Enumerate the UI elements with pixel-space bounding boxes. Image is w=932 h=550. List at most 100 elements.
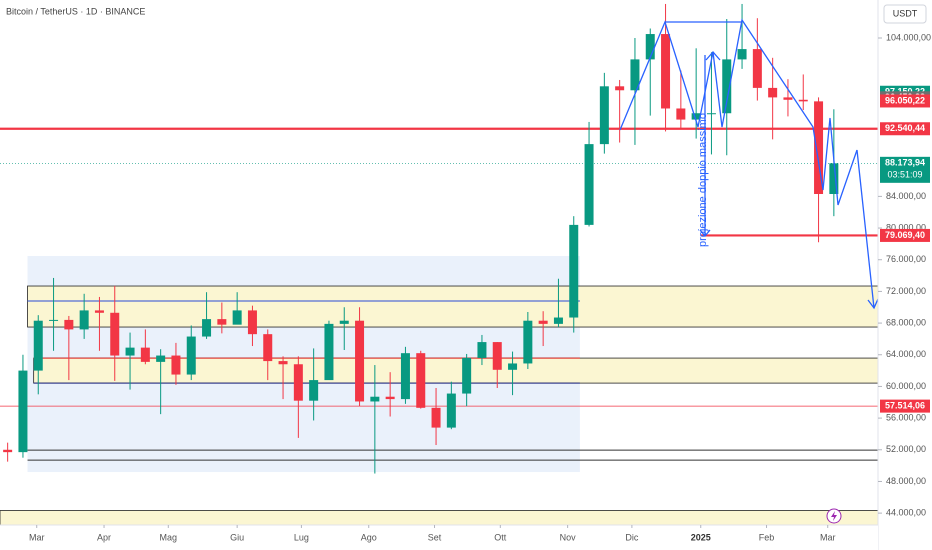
x-tick-label: Lug: [294, 532, 309, 542]
candle-body: [202, 319, 212, 337]
x-tick-label: Apr: [97, 532, 111, 542]
candle-body: [416, 353, 426, 408]
pattern-arrow: [856, 149, 875, 309]
candle-body: [186, 336, 196, 375]
candle-body: [829, 163, 839, 195]
candle-body: [110, 312, 120, 356]
x-tick-label: 2025: [691, 532, 711, 542]
y-tick-label: 80.000,00: [886, 222, 926, 232]
candle-body: [737, 49, 747, 60]
candle-body: [171, 355, 181, 375]
candle-body: [278, 361, 288, 365]
candle-body: [33, 320, 43, 371]
candle-body: [553, 317, 563, 324]
candle-body: [599, 86, 609, 145]
event-icon-bolt: [831, 511, 837, 521]
candle-body: [400, 353, 410, 400]
candle-body: [645, 34, 655, 60]
candle-body: [722, 59, 732, 114]
candles: [3, 3, 839, 474]
price-label: 79.069,40: [885, 230, 925, 240]
candle-body: [768, 87, 778, 98]
candle-body: [508, 363, 518, 370]
candle-body: [370, 396, 380, 402]
price-label-bg: [880, 122, 930, 136]
candle-body: [630, 59, 640, 91]
arrow-head: [867, 298, 879, 310]
x-tick-label: Ott: [494, 532, 507, 542]
candle-body: [232, 310, 242, 325]
annotation: projezione doppio massimo: [697, 113, 709, 247]
candle-body: [293, 364, 303, 401]
y-tick-label: 68.000,00: [886, 317, 926, 327]
candle-body: [125, 347, 135, 356]
price-label: 92.540,44: [885, 123, 925, 133]
candle-body: [339, 320, 349, 324]
pattern-line: [619, 18, 858, 206]
candle-body: [783, 97, 793, 100]
candle-body: [3, 449, 13, 453]
zone: [0, 510, 879, 526]
candle-body: [477, 342, 487, 358]
candle-body: [569, 224, 579, 318]
x-tick-label: Giu: [230, 532, 244, 542]
zone: [27, 285, 879, 328]
y-tick-label: 64.000,00: [886, 349, 926, 359]
x-tick-label: Mag: [160, 532, 178, 542]
candle-body: [798, 99, 808, 102]
y-tick-label: 52.000,00: [886, 444, 926, 454]
x-tick-label: Mar: [29, 532, 45, 542]
candle-body: [814, 101, 824, 195]
lines: [0, 127, 878, 461]
candle-body: [79, 310, 89, 330]
price-label: 57.514,06: [885, 400, 925, 410]
candle-body: [676, 108, 686, 120]
arrow-head: [705, 51, 721, 61]
x-tick-label: Feb: [759, 532, 775, 542]
time-axis: [0, 525, 878, 550]
price-label-bg: [880, 228, 930, 242]
candle-body: [309, 380, 319, 401]
candle-body: [156, 355, 166, 362]
x-tick-label: Ago: [361, 532, 377, 542]
price-label-bg: [880, 156, 930, 183]
y-tick-label: 76.000,00: [886, 254, 926, 264]
y-tick-label: 44.000,00: [886, 507, 926, 517]
candle-body: [523, 320, 533, 364]
candle-body: [18, 370, 28, 453]
arrow-head: [699, 229, 711, 238]
zones: [0, 256, 879, 526]
price-label-bg: [880, 399, 930, 413]
candle-body: [431, 407, 441, 428]
candle-body: [217, 319, 227, 325]
x-tick-label: Set: [428, 532, 442, 542]
y-tick-label: 60.000,00: [886, 381, 926, 391]
x-tick-label: Dic: [625, 532, 638, 542]
candle-body: [706, 113, 716, 115]
price-axis: [878, 0, 932, 550]
currency[interactable]: USDT: [893, 8, 918, 18]
price-label: 88.173,94: [885, 158, 925, 168]
candle-body: [247, 310, 257, 335]
currency-button[interactable]: [883, 4, 927, 24]
candle-body: [94, 310, 104, 313]
candle-body: [462, 357, 472, 394]
candle-body: [538, 320, 548, 324]
axis-labels: 104.000,00 84.000,00 80.000,00 76.000,00 72.…: [29, 32, 931, 542]
countdown: 03:51:09: [887, 170, 922, 180]
price-label-bg: [880, 94, 930, 108]
y-tick-label: 72.000,00: [886, 286, 926, 296]
chart-title: Bitcoin / TetherUS · 1D · BINANCE: [6, 6, 145, 16]
candle-body: [615, 86, 625, 91]
candle-body: [446, 393, 456, 428]
candle-body: [492, 342, 502, 370]
y-tick-label: 56.000,00: [886, 412, 926, 422]
candle-body: [140, 347, 150, 362]
y-tick-label: 84.000,00: [886, 191, 926, 201]
candle-body: [263, 334, 273, 362]
candle-body: [64, 319, 74, 330]
x-tick-label: Mar: [820, 532, 836, 542]
candle-body: [385, 396, 395, 400]
candle-body: [584, 144, 594, 225]
